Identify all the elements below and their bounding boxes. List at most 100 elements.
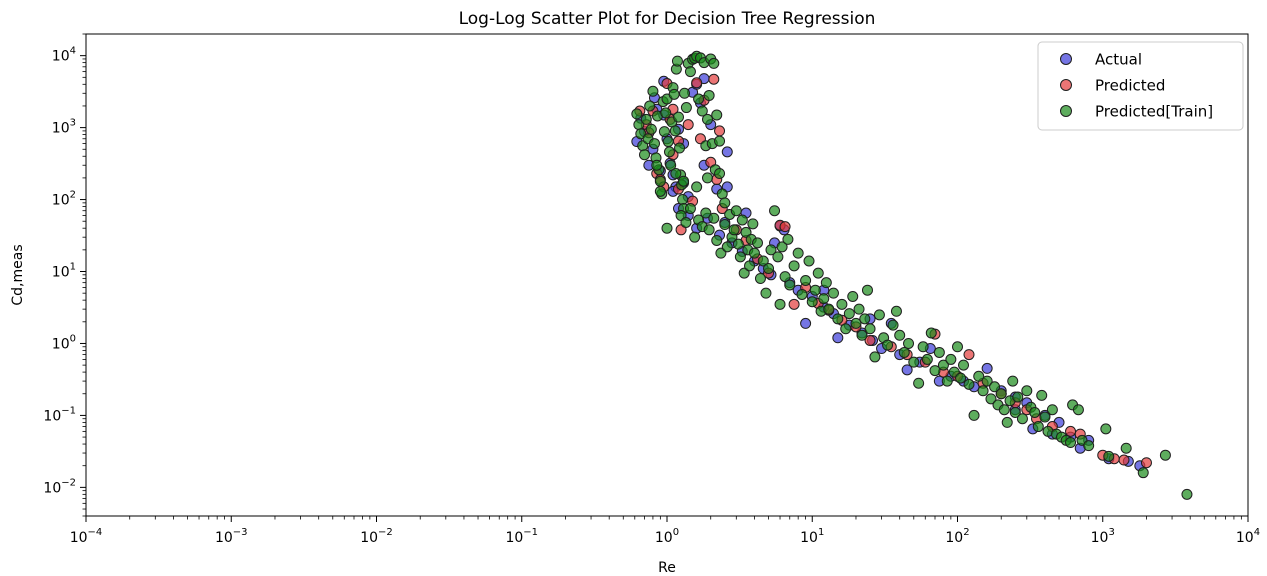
data-point	[714, 135, 726, 147]
data-point	[1029, 406, 1041, 418]
data-point	[691, 181, 703, 193]
data-point	[703, 89, 715, 101]
legend-label: Predicted	[1095, 77, 1165, 95]
data-point	[779, 221, 791, 233]
y-tick-label: 103	[52, 118, 76, 137]
data-point	[869, 351, 881, 363]
x-tick-label: 100	[655, 527, 679, 546]
data-point	[864, 334, 876, 346]
x-tick-label: 10−1	[505, 527, 538, 546]
x-tick-label: 10−4	[70, 527, 103, 546]
data-point	[1103, 450, 1115, 462]
data-point	[708, 73, 720, 85]
data-point	[693, 93, 705, 105]
data-point	[711, 234, 723, 246]
data-point	[738, 267, 750, 279]
data-point	[908, 356, 920, 368]
data-point	[985, 393, 997, 405]
data-point	[882, 339, 894, 351]
data-point	[859, 313, 871, 325]
data-point	[995, 388, 1007, 400]
data-point	[779, 271, 791, 283]
legend-box	[1037, 41, 1244, 131]
data-point	[864, 323, 876, 335]
data-point	[700, 207, 712, 219]
chart-title: Log-Log Scatter Plot for Decision Tree R…	[459, 9, 876, 29]
data-point	[736, 214, 748, 226]
data-point	[1016, 413, 1028, 425]
data-point	[671, 55, 683, 67]
data-point	[1032, 421, 1044, 433]
data-point	[823, 303, 835, 315]
data-point	[654, 175, 666, 187]
data-point	[734, 251, 746, 263]
data-point	[714, 125, 726, 137]
data-point	[668, 88, 680, 100]
x-tick-label: 101	[800, 527, 824, 546]
data-point	[680, 102, 692, 114]
data-point	[691, 77, 703, 89]
data-point	[1137, 467, 1149, 479]
data-point	[744, 260, 756, 272]
data-point	[648, 138, 660, 150]
data-point	[748, 247, 760, 259]
data-point	[661, 222, 673, 234]
data-point	[674, 142, 686, 154]
y-tick-label: 100	[52, 333, 76, 352]
series-predicted-train-	[631, 50, 1193, 500]
data-point	[820, 277, 832, 289]
data-point	[696, 105, 708, 117]
data-point	[968, 409, 980, 421]
data-point	[662, 136, 674, 148]
data-point	[682, 119, 694, 131]
legend-marker	[1060, 79, 1072, 91]
y-axis-label: Cd,meas	[10, 244, 26, 305]
x-tick-label: 102	[945, 527, 969, 546]
data-point	[850, 317, 862, 329]
data-point	[925, 327, 937, 339]
data-point	[701, 172, 713, 184]
data-point	[1120, 442, 1132, 454]
data-point	[806, 296, 818, 308]
data-point	[836, 298, 848, 310]
data-point	[832, 332, 844, 344]
data-point	[1083, 440, 1095, 452]
data-point	[796, 288, 808, 300]
data-point	[769, 205, 781, 217]
data-point	[754, 272, 766, 284]
y-tick-label: 101	[52, 262, 76, 281]
data-point	[678, 175, 690, 187]
data-point	[1072, 404, 1084, 416]
data-point	[832, 313, 844, 325]
data-point	[887, 319, 899, 331]
data-point	[800, 317, 812, 329]
data-point	[701, 113, 713, 125]
data-point	[776, 241, 788, 253]
data-point	[703, 224, 715, 236]
data-point	[894, 329, 906, 341]
data-point	[684, 66, 696, 78]
data-point	[684, 203, 696, 215]
data-point	[651, 159, 663, 171]
data-point	[774, 298, 786, 310]
data-point	[913, 377, 925, 389]
data-point	[689, 231, 701, 243]
data-point	[631, 108, 643, 120]
legend-label: Actual	[1095, 51, 1142, 69]
data-point	[645, 123, 657, 135]
data-point	[665, 159, 677, 171]
data-point	[660, 107, 672, 119]
legend-marker	[1060, 53, 1072, 65]
data-point	[937, 359, 949, 371]
data-point	[679, 87, 691, 99]
data-point	[732, 238, 744, 250]
data-point	[803, 255, 815, 267]
data-point	[890, 305, 902, 317]
data-point	[963, 378, 975, 390]
y-tick-label: 10−1	[43, 405, 76, 424]
data-point	[933, 346, 945, 358]
y-tick-label: 104	[52, 46, 76, 65]
data-point	[677, 194, 689, 206]
legend-marker	[1060, 105, 1072, 117]
legend: Actual Predicted Predicted[Train]	[1037, 41, 1244, 131]
